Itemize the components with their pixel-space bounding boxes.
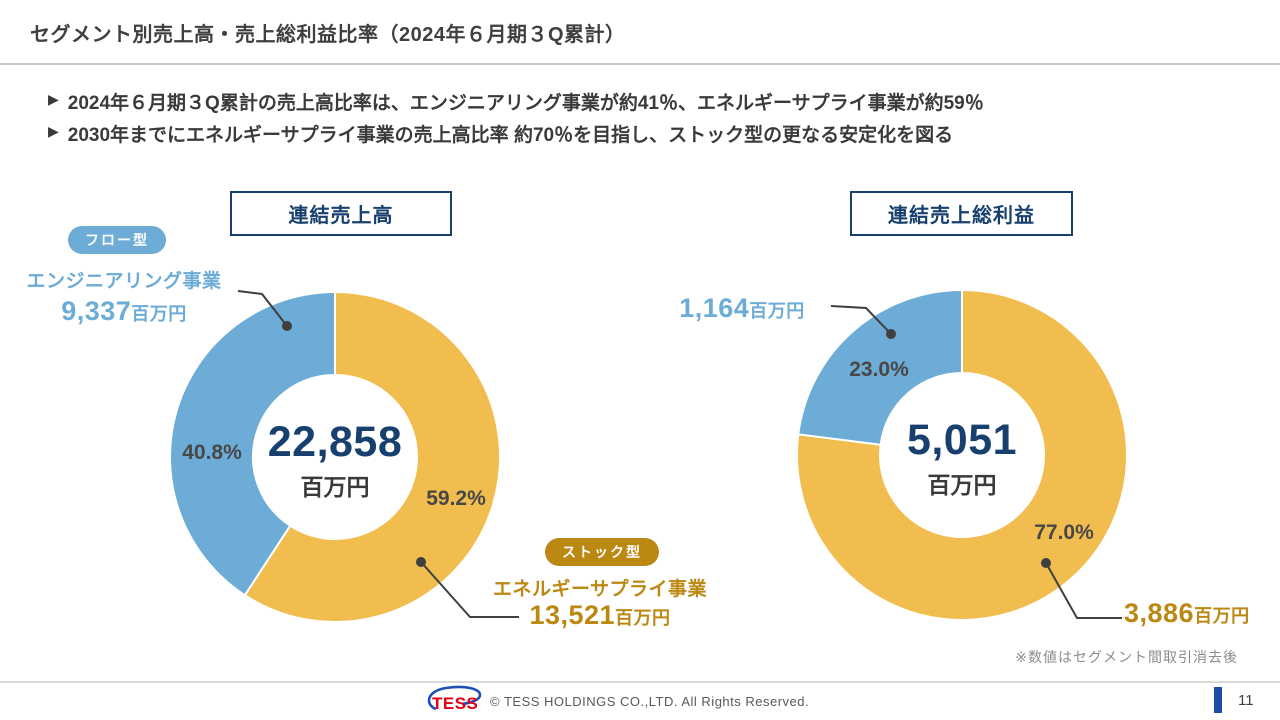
- amount-unit: 百万円: [1194, 606, 1250, 626]
- total-value: 5,051: [906, 416, 1018, 464]
- energy-supply-gross-profit-pct: 77.0%: [1034, 521, 1094, 544]
- page-title: セグメント別売上高・売上総利益比率（2024年６月期３Q累計）: [30, 24, 626, 46]
- sales-donut-chart: [169, 290, 501, 623]
- header-divider: [0, 63, 1280, 65]
- footnote: ※数値はセグメント間取引消去後: [1015, 649, 1238, 665]
- amount-unit: 百万円: [749, 301, 805, 321]
- page-number: 11: [1238, 692, 1254, 709]
- chart-title-consolidated-gross-profit: 連結売上総利益: [850, 191, 1073, 236]
- donut-segment: [169, 290, 336, 597]
- gross-profit-donut-chart: [796, 288, 1128, 621]
- donut-segment: [796, 288, 1128, 621]
- total-unit: 百万円: [927, 472, 997, 498]
- engineering-gross-profit-pct: 23.0%: [849, 358, 909, 381]
- energy-supply-sales-pct: 59.2%: [426, 487, 486, 510]
- amount-value: 9,337: [61, 296, 132, 326]
- copyright-text: © TESS HOLDINGS CO.,LTD. All Rights Rese…: [490, 694, 810, 709]
- bullet-text: 2024年６月期３Q累計の売上高比率は、エンジニアリング事業が約41％、エネルギ…: [67, 93, 984, 114]
- logo-swoosh-icon: [427, 685, 482, 711]
- stock-type-badge: ストック型: [545, 538, 659, 566]
- bullet-item: ▶ 2030年までにエネルギーサプライ事業の売上高比率 約70％を目指し、ストッ…: [48, 120, 953, 147]
- amount-unit: 百万円: [615, 608, 671, 628]
- energy-supply-segment-label: エネルギーサプライ事業: [492, 579, 708, 600]
- amount-unit: 百万円: [131, 304, 187, 324]
- total-unit: 百万円: [300, 474, 370, 500]
- engineering-sales-amount: 9,337百万円: [14, 296, 234, 327]
- engineering-sales-pct: 40.8%: [182, 441, 242, 464]
- energy-supply-gross-profit-amount: 3,886百万円: [1124, 598, 1280, 629]
- bullet-triangle-icon: ▶: [48, 123, 59, 139]
- engineering-gross-profit-amount: 1,164百万円: [662, 293, 822, 324]
- energy-supply-sales-amount: 13,521百万円: [478, 600, 722, 631]
- amount-value: 3,886: [1124, 598, 1195, 628]
- amount-value: 1,164: [679, 293, 750, 323]
- engineering-segment-label: エンジニアリング事業: [26, 271, 222, 292]
- tess-logo: TESS: [427, 685, 482, 713]
- amount-value: 13,521: [529, 600, 616, 630]
- total-value: 22,858: [267, 418, 403, 466]
- footer-divider: [0, 681, 1280, 683]
- sales-total: 22,858 百万円: [245, 421, 425, 502]
- bullet-triangle-icon: ▶: [48, 91, 59, 107]
- bullet-text: 2030年までにエネルギーサプライ事業の売上高比率 約70％を目指し、ストック型…: [67, 125, 954, 146]
- page-number-bar: [1214, 687, 1222, 713]
- chart-title-consolidated-sales: 連結売上高: [230, 191, 452, 236]
- bullet-item: ▶ 2024年６月期３Q累計の売上高比率は、エンジニアリング事業が約41％、エネ…: [48, 88, 984, 115]
- donut-segment: [243, 290, 501, 623]
- donut-segment: [797, 288, 963, 446]
- gross-profit-total: 5,051 百万円: [872, 419, 1052, 500]
- logo-text: TESS: [432, 694, 478, 713]
- flow-type-badge: フロー型: [68, 226, 166, 254]
